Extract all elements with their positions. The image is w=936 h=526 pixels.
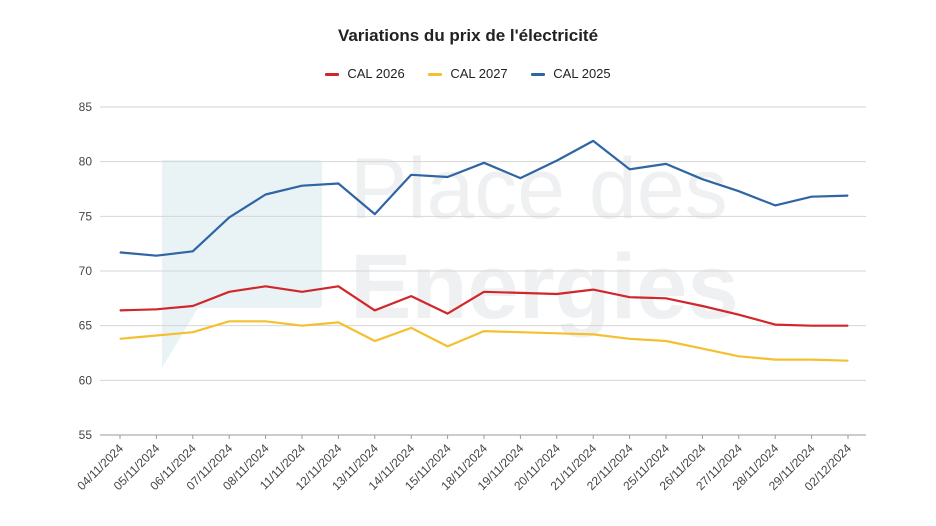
watermark-line1: Place des — [350, 141, 728, 237]
chart-title: Variations du prix de l'électricité — [337, 26, 599, 45]
data-point-2-4[interactable] — [265, 193, 267, 196]
data-point-1-7[interactable] — [374, 340, 376, 342]
data-point-1-13[interactable] — [592, 333, 594, 336]
y-tick-label: 55 — [79, 428, 93, 442]
watermark-line2: Energies — [350, 236, 739, 338]
data-point-2-15[interactable] — [665, 163, 667, 165]
data-point-0-2[interactable] — [192, 305, 194, 307]
data-point-2-18[interactable] — [774, 204, 776, 206]
data-point-1-20[interactable] — [847, 360, 849, 362]
legend-swatch-0 — [325, 73, 340, 77]
y-tick-label: 85 — [79, 100, 93, 114]
legend-item-1[interactable]: CAL 2027 — [428, 66, 508, 81]
data-point-1-16[interactable] — [701, 348, 704, 350]
legend-item-2[interactable]: CAL 2025 — [531, 66, 611, 81]
y-tick-label: 65 — [79, 319, 93, 333]
data-point-2-2[interactable] — [192, 250, 194, 252]
data-point-2-17[interactable] — [738, 190, 740, 192]
data-point-0-10[interactable] — [483, 291, 485, 293]
legend-label-1: CAL 2027 — [450, 66, 508, 81]
data-point-0-13[interactable] — [592, 288, 594, 291]
data-point-0-14[interactable] — [629, 296, 631, 298]
y-tick-label: 80 — [79, 155, 93, 169]
series — [119, 139, 849, 362]
data-point-1-9[interactable] — [447, 345, 449, 348]
data-point-0-6[interactable] — [337, 285, 339, 287]
data-point-2-5[interactable] — [301, 185, 303, 187]
data-point-2-8[interactable] — [410, 174, 412, 176]
legend-swatch-2 — [531, 73, 546, 77]
data-point-2-9[interactable] — [447, 176, 449, 178]
data-point-2-11[interactable] — [519, 177, 522, 179]
data-point-2-3[interactable] — [228, 216, 230, 219]
data-point-1-8[interactable] — [410, 327, 412, 329]
data-point-0-19[interactable] — [811, 325, 813, 327]
data-point-1-12[interactable] — [556, 332, 558, 334]
legend-label-0: CAL 2026 — [347, 66, 405, 81]
data-point-1-17[interactable] — [738, 355, 740, 357]
data-point-1-11[interactable] — [519, 331, 522, 333]
data-point-1-1[interactable] — [155, 334, 157, 337]
data-point-1-3[interactable] — [228, 320, 230, 322]
data-point-2-10[interactable] — [483, 162, 485, 164]
data-point-2-0[interactable] — [119, 251, 121, 254]
legend-swatch-1 — [428, 73, 443, 77]
data-point-0-3[interactable] — [228, 291, 230, 293]
data-point-2-16[interactable] — [701, 178, 704, 180]
data-point-0-16[interactable] — [701, 305, 704, 307]
legend-label-2: CAL 2025 — [553, 66, 611, 81]
data-point-1-5[interactable] — [301, 325, 303, 327]
data-point-0-7[interactable] — [374, 309, 376, 311]
data-point-0-1[interactable] — [155, 308, 157, 310]
data-point-0-11[interactable] — [519, 292, 522, 294]
data-point-2-7[interactable] — [374, 213, 376, 215]
data-point-0-8[interactable] — [410, 295, 412, 297]
data-point-0-12[interactable] — [556, 293, 558, 295]
y-tick-label: 75 — [79, 209, 93, 223]
data-point-1-0[interactable] — [119, 338, 121, 340]
y-tick-label: 70 — [79, 264, 93, 278]
data-point-2-12[interactable] — [556, 159, 558, 162]
data-point-0-18[interactable] — [774, 323, 776, 326]
x-axis: 04/11/202405/11/202406/11/202407/11/2024… — [74, 435, 854, 494]
y-tick-label: 60 — [79, 373, 93, 387]
data-point-2-6[interactable] — [337, 182, 339, 185]
data-point-1-14[interactable] — [629, 338, 631, 340]
data-point-0-15[interactable] — [665, 297, 667, 299]
data-point-2-19[interactable] — [811, 196, 813, 198]
watermark: Place des Energies — [162, 141, 739, 368]
y-axis: 55 60 65 70 75 80 85 — [79, 100, 93, 442]
data-point-0-17[interactable] — [738, 314, 740, 316]
data-point-1-2[interactable] — [192, 331, 194, 333]
data-point-1-18[interactable] — [774, 358, 776, 361]
data-point-1-6[interactable] — [337, 321, 339, 323]
data-point-1-15[interactable] — [665, 340, 667, 342]
data-point-0-4[interactable] — [265, 285, 267, 287]
data-point-2-1[interactable] — [155, 255, 157, 257]
legend: CAL 2026 CAL 2027 CAL 2025 — [0, 66, 936, 81]
data-point-0-5[interactable] — [301, 291, 303, 293]
data-point-2-13[interactable] — [592, 140, 594, 142]
watermark-logo-shape — [162, 160, 322, 368]
data-point-1-10[interactable] — [483, 330, 485, 332]
data-point-1-4[interactable] — [265, 320, 267, 322]
data-point-2-14[interactable] — [629, 168, 631, 170]
data-point-1-19[interactable] — [811, 358, 813, 361]
data-point-0-20[interactable] — [847, 325, 849, 327]
legend-item-0[interactable]: CAL 2026 — [325, 66, 405, 81]
data-point-2-20[interactable] — [847, 194, 849, 197]
data-point-0-9[interactable] — [447, 313, 449, 315]
data-point-0-0[interactable] — [119, 309, 121, 311]
